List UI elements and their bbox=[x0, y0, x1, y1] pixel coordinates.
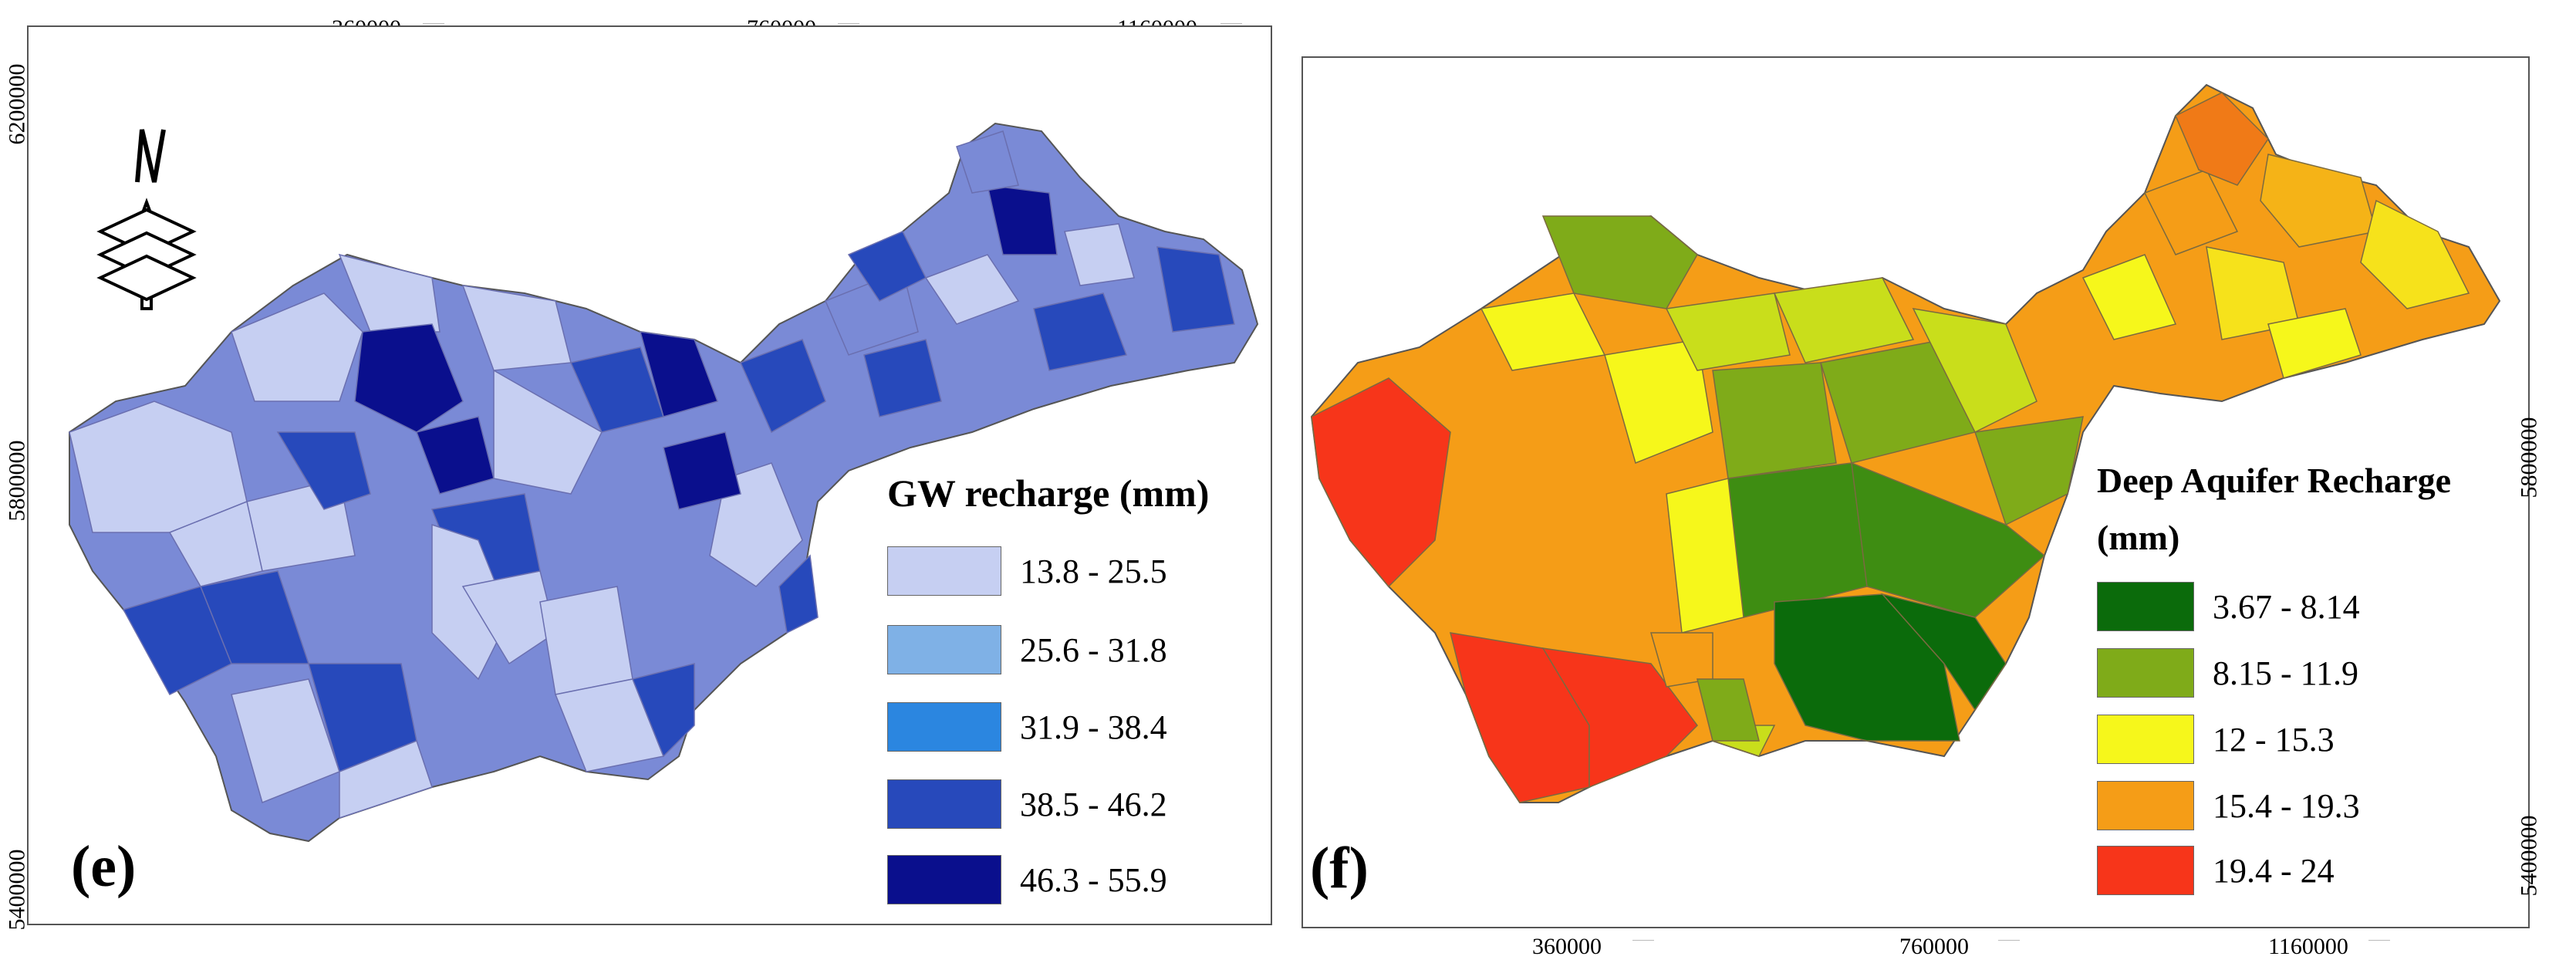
panel-e-subbasin bbox=[338, 253, 441, 333]
panel-e-legend-item: 38.5 - 46.2 bbox=[887, 778, 1167, 830]
panel-f-legend-label: 3.67 - 8.14 bbox=[2213, 587, 2360, 626]
panel-e-subbasin bbox=[1064, 223, 1135, 286]
panel-f-subbasin bbox=[2175, 92, 2269, 186]
panel-f-subbasin bbox=[1974, 416, 2084, 526]
panel-f-legend-label: 15.4 - 19.3 bbox=[2213, 786, 2360, 825]
panel-e-legend-label: 38.5 - 46.2 bbox=[1020, 785, 1167, 823]
panel-e-subbasin bbox=[987, 184, 1058, 255]
panel-e-x-tick-mark bbox=[1220, 20, 1242, 28]
panel-e-subbasin bbox=[663, 431, 741, 510]
panel-e-subbasin bbox=[276, 431, 371, 510]
panel-e-subbasin bbox=[924, 254, 1020, 325]
panel-e-north-arrow bbox=[96, 129, 197, 310]
panel-e-legend-item: 13.8 - 25.5 bbox=[887, 545, 1167, 597]
panel-f-subbasins bbox=[1311, 92, 2470, 803]
panel-f-subbasin bbox=[1712, 362, 1837, 479]
panel-e-subbasin bbox=[739, 339, 826, 434]
panel-e-subbasin bbox=[631, 663, 695, 758]
panel-f-subbasin bbox=[1604, 339, 1713, 465]
panel-f-legend-swatch bbox=[2097, 582, 2194, 631]
panel-f-subbasin bbox=[1912, 308, 2038, 434]
panel-e-letter: (e) bbox=[71, 834, 137, 899]
panel-f-legend-item: 12 - 15.3 bbox=[2097, 713, 2335, 766]
panel-e-legend-swatch bbox=[887, 855, 1001, 904]
panel-f-subbasin bbox=[1541, 647, 1698, 789]
panel-f-legend-title: Deep Aquifer Recharge bbox=[2097, 461, 2452, 500]
panel-f-subbasin bbox=[1311, 377, 1451, 588]
panel-e-subbasin bbox=[431, 523, 510, 681]
panel-f-subbasin bbox=[2360, 199, 2470, 309]
panel-f-subbasin bbox=[2260, 154, 2377, 248]
panel-f-y-tick-5800000: 5800000 bbox=[2516, 417, 2542, 499]
panel-e-subbasin bbox=[778, 554, 819, 634]
panel-e-legend-label: 31.9 - 38.4 bbox=[1020, 708, 1167, 746]
panel-e-legend-label: 46.3 - 55.9 bbox=[1020, 860, 1167, 899]
panel-f-legend-label: 8.15 - 11.9 bbox=[2213, 654, 2359, 692]
panel-f-legend-swatch bbox=[2097, 715, 2194, 764]
panel-f-x-tick-360000: 360000 bbox=[1532, 934, 1602, 959]
panel-f-legend-label: 19.4 - 24 bbox=[2213, 851, 2335, 890]
panel-e-legend-title: GW recharge (mm) bbox=[887, 471, 1210, 515]
panel-e-subbasin bbox=[956, 130, 1019, 194]
panel-f-x-tick-1160000: 1160000 bbox=[2268, 934, 2348, 959]
panel-f-subbasin bbox=[1665, 292, 1791, 371]
panel-e-subbasin bbox=[354, 323, 464, 433]
panel-e-legend-swatch bbox=[887, 546, 1001, 596]
panel-f-legend-title-units: (mm) bbox=[2097, 518, 2180, 557]
panel-f-x-tick-760000: 760000 bbox=[1899, 934, 1969, 959]
panel-f-subbasin bbox=[2143, 169, 2239, 255]
panel-f-subbasin bbox=[1666, 478, 1744, 634]
panel-e-x-tick-mark bbox=[423, 20, 444, 28]
panel-e-x-tick-mark bbox=[838, 20, 859, 28]
panel-f-legend-item: 3.67 - 8.14 bbox=[2097, 580, 2360, 633]
panel-e-subbasins bbox=[69, 130, 1235, 820]
panel-f-legend-swatch bbox=[2097, 781, 2194, 830]
panel-e-subbasin bbox=[1156, 246, 1235, 333]
panel-f-legend-item: 19.4 - 24 bbox=[2097, 844, 2335, 897]
panel-e-subbasin bbox=[493, 369, 603, 495]
panel-e-subbasin bbox=[231, 292, 363, 402]
panel-e-subbasin bbox=[168, 500, 263, 587]
panel-f-subbasin bbox=[1880, 593, 2007, 711]
panel-e-legend-swatch bbox=[887, 625, 1001, 674]
panel-f-x-tick-mark bbox=[1998, 937, 2020, 945]
panel-e-subbasin bbox=[1033, 292, 1128, 371]
panel-e-legend-item: 46.3 - 55.9 bbox=[887, 853, 1167, 906]
panel-f-y-tick-5400000: 5400000 bbox=[2516, 815, 2542, 897]
panel-e-legend-item: 31.9 - 38.4 bbox=[887, 701, 1167, 753]
panel-f-letter: (f) bbox=[1310, 836, 1369, 901]
panel-f-subbasin bbox=[1851, 461, 2046, 618]
panel-e-legend-label: 13.8 - 25.5 bbox=[1020, 552, 1167, 590]
panel-f-subbasin bbox=[2267, 308, 2362, 379]
panel-e-legend-swatch bbox=[887, 702, 1001, 752]
panel-f-subbasin bbox=[1541, 215, 1698, 309]
panel-f-subbasin bbox=[1697, 678, 1760, 742]
panel-e-legend-swatch bbox=[887, 779, 1001, 829]
panel-f-legend-swatch bbox=[2097, 846, 2194, 895]
panel-e-subbasin bbox=[863, 339, 942, 417]
panel-f-x-tick-mark bbox=[2368, 937, 2390, 945]
panel-e-legend-label: 25.6 - 31.8 bbox=[1020, 630, 1167, 669]
panel-e-subbasin bbox=[339, 740, 433, 820]
panel-f-x-tick-mark bbox=[1632, 937, 1654, 945]
panel-e-subbasin bbox=[639, 331, 718, 417]
panel-f-subbasin bbox=[2081, 254, 2177, 340]
panel-f-legend-item: 15.4 - 19.3 bbox=[2097, 779, 2360, 832]
panel-e-legend-item: 25.6 - 31.8 bbox=[887, 624, 1167, 676]
panel-f-legend-item: 8.15 - 11.9 bbox=[2097, 647, 2358, 699]
panel-f-legend-swatch bbox=[2097, 648, 2194, 698]
panel-f-subbasin bbox=[1773, 277, 1915, 363]
panel-f-legend-label: 12 - 15.3 bbox=[2213, 720, 2335, 759]
